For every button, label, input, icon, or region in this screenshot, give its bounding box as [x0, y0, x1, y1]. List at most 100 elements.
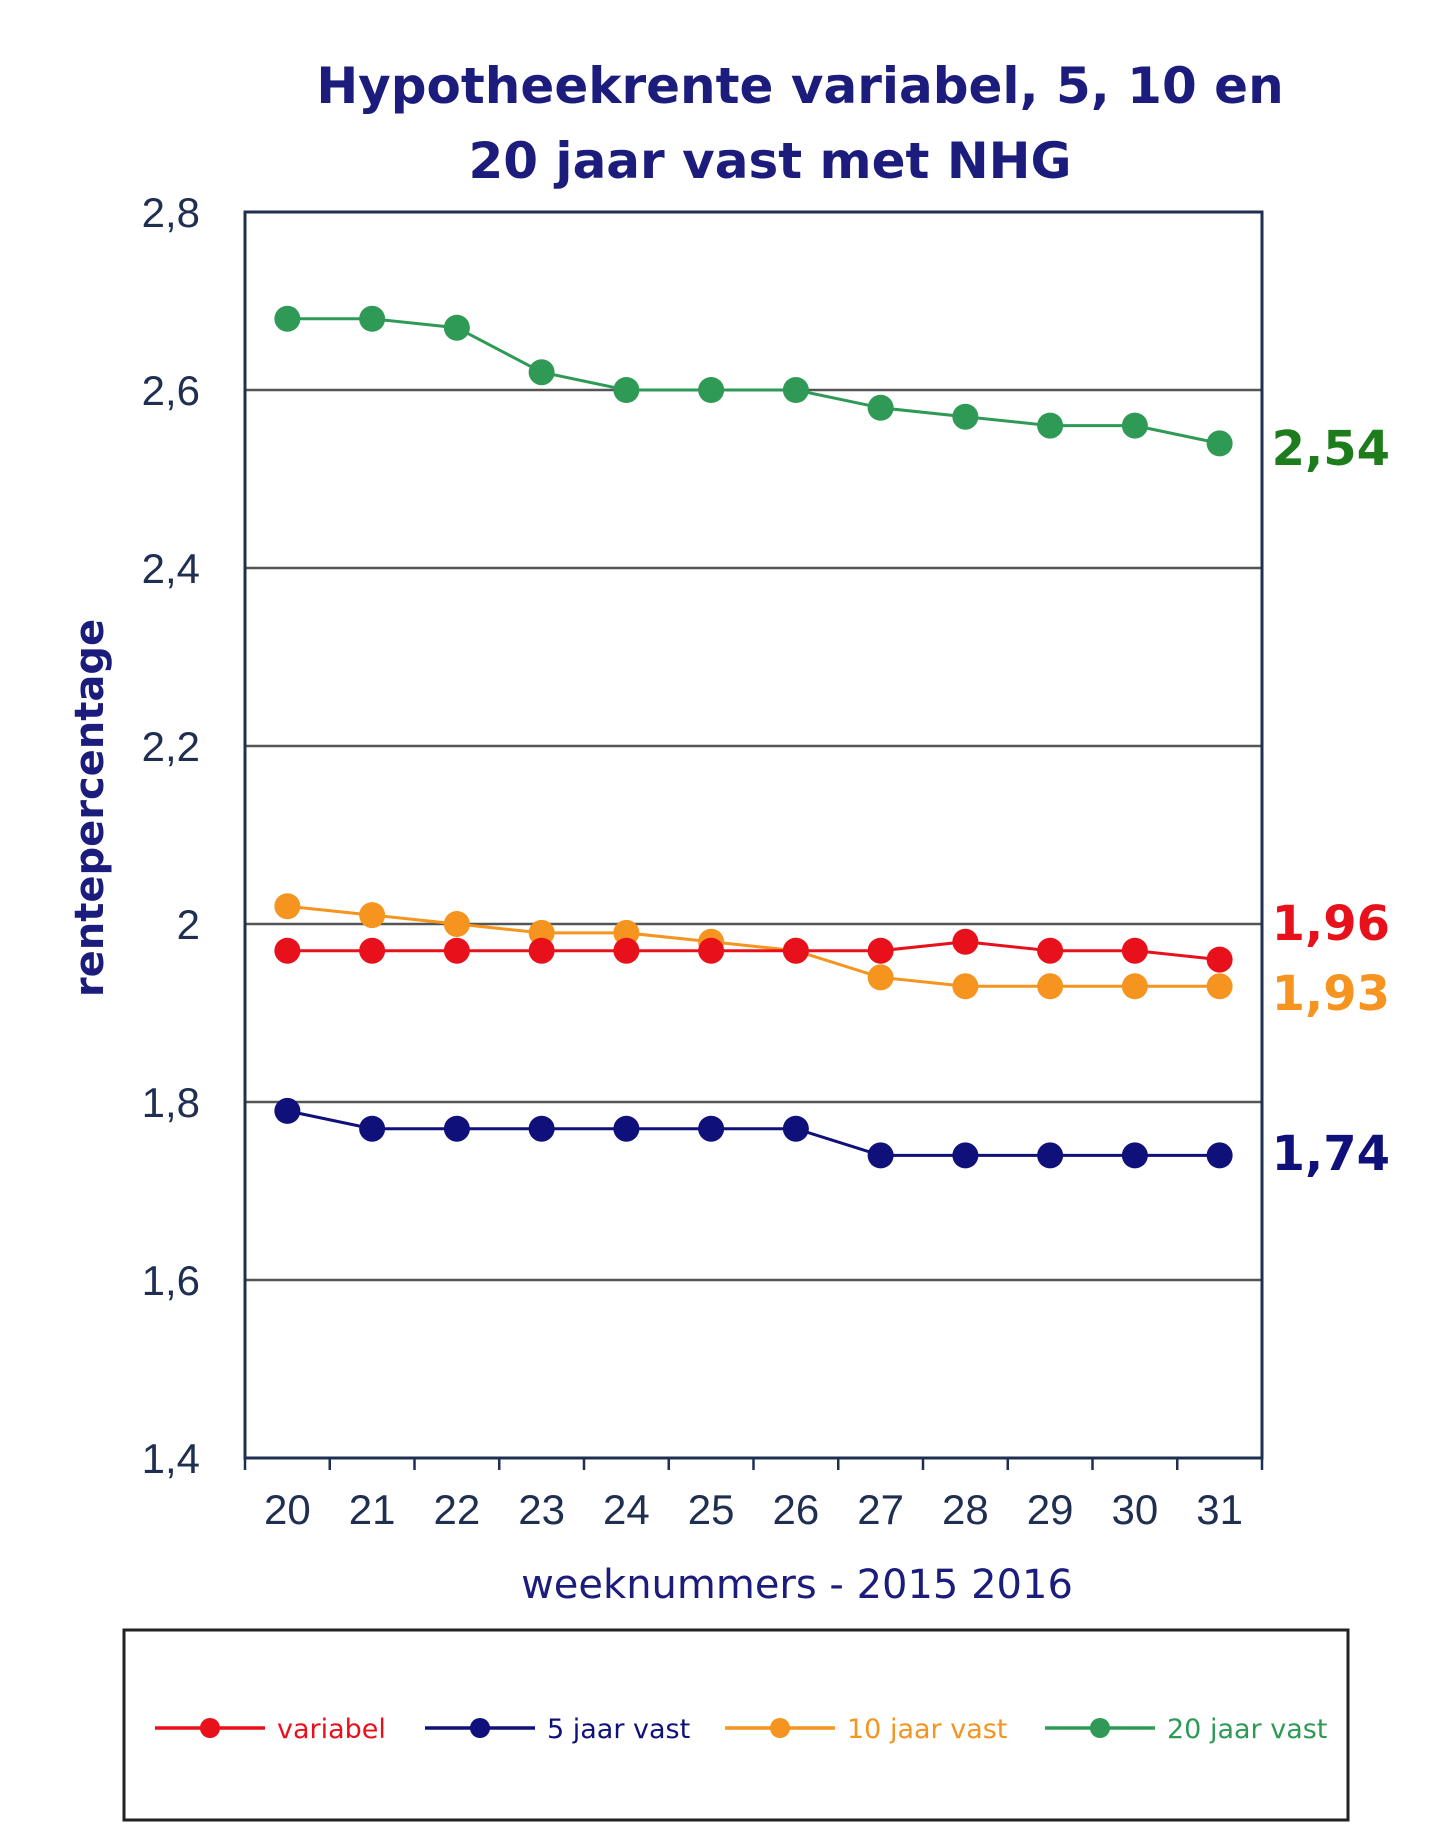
series-line	[287, 940, 1220, 962]
legend-label: 5 jaar vast	[547, 1714, 690, 1745]
series-variabel	[274, 928, 1233, 973]
legend-label: variabel	[277, 1714, 386, 1745]
series-line	[287, 1109, 1220, 1157]
data-point	[1037, 1142, 1064, 1169]
data-point	[1037, 412, 1064, 439]
x-tick-label: 23	[518, 1486, 565, 1533]
end-labels: 1,96 1,74 1,93 2,54	[1272, 421, 1390, 1182]
data-point	[1206, 1142, 1233, 1169]
data-point	[782, 1115, 809, 1142]
x-tick-label: 22	[434, 1486, 481, 1533]
end-label: 1,96	[1272, 896, 1390, 952]
x-tick-label: 24	[603, 1486, 650, 1533]
series-10-jaar-vast	[274, 893, 1233, 1000]
data-point	[613, 937, 640, 964]
data-point	[867, 937, 894, 964]
data-point	[443, 911, 470, 937]
data-point	[274, 937, 301, 964]
x-axis: 20 21 22 23 24 25 26 27 28 29 30 31	[243, 1458, 1264, 1533]
x-tick-label: 28	[942, 1486, 989, 1533]
legend-item: variabel	[155, 1714, 386, 1745]
data-point	[443, 314, 470, 341]
legend-label: 10 jaar vast	[847, 1714, 1007, 1745]
legend-item: 10 jaar vast	[725, 1714, 1007, 1745]
data-point	[528, 359, 555, 386]
x-tick-label: 20	[264, 1486, 311, 1533]
data-point	[274, 305, 301, 332]
data-point	[952, 973, 979, 1000]
data-point	[867, 964, 894, 991]
legend-marker	[1090, 1718, 1110, 1738]
x-tick-label: 25	[688, 1486, 735, 1533]
x-tick-label: 21	[349, 1486, 396, 1533]
y-axis-label: rentepercentage	[67, 619, 113, 997]
y-tick-label: 1,6	[142, 1257, 200, 1304]
x-tick-label: 26	[773, 1486, 820, 1533]
legend-box	[122, 1628, 1350, 1822]
y-tick-label: 2,4	[142, 545, 200, 592]
end-label: 2,54	[1272, 421, 1390, 477]
data-point	[613, 377, 640, 403]
y-tick-label: 2	[177, 901, 200, 948]
legend-marker	[770, 1718, 790, 1738]
y-tick-label: 1,8	[142, 1079, 200, 1126]
data-point	[443, 937, 470, 964]
data-point	[1121, 973, 1148, 1000]
series-layer	[274, 305, 1233, 1169]
chart-title-line1: Hypotheekrente variabel, 5, 10 en	[316, 57, 1283, 115]
data-point	[698, 1115, 725, 1142]
series-5-jaar-vast	[274, 1097, 1233, 1169]
data-point	[359, 1115, 386, 1142]
data-point	[528, 919, 555, 946]
chart-title-line2: 20 jaar vast met NHG	[468, 132, 1071, 190]
x-axis-label: weeknummers - 2015 2016	[521, 1562, 1073, 1608]
legend-label: 20 jaar vast	[1167, 1714, 1327, 1745]
data-point	[782, 377, 809, 403]
series-line	[287, 904, 1220, 988]
data-point	[952, 928, 979, 955]
x-tick-label: 29	[1027, 1486, 1074, 1533]
data-point	[1206, 430, 1233, 457]
data-point	[359, 937, 386, 964]
data-point	[359, 902, 386, 929]
data-point	[1121, 412, 1148, 439]
data-point	[613, 919, 640, 946]
data-point	[867, 394, 894, 421]
y-tick-label: 2,6	[142, 367, 200, 414]
data-point	[1037, 937, 1064, 964]
data-point	[1121, 937, 1148, 964]
data-point	[613, 1115, 640, 1142]
data-point	[698, 937, 725, 964]
data-point	[528, 1115, 555, 1142]
data-point	[698, 377, 725, 403]
end-label: 1,93	[1272, 966, 1390, 1022]
series-line	[287, 317, 1220, 445]
legend-item: 20 jaar vast	[1045, 1714, 1327, 1745]
x-tick-label: 30	[1112, 1486, 1159, 1533]
data-point	[1206, 973, 1233, 1000]
legend: variabel 5 jaar vast 10 jaar vast 20 jaar v…	[155, 1714, 1327, 1745]
data-point	[1121, 1142, 1148, 1169]
series-20-jaar-vast	[274, 305, 1233, 457]
legend-item: 5 jaar vast	[425, 1714, 690, 1745]
data-point	[1206, 946, 1233, 973]
y-tick-label: 1,4	[142, 1435, 200, 1482]
data-point	[359, 305, 386, 332]
data-point	[952, 1142, 979, 1169]
plot-area-frame	[243, 210, 1264, 1460]
data-point	[443, 1115, 470, 1142]
x-tick-label: 31	[1196, 1486, 1243, 1533]
y-tick-label: 2,8	[142, 189, 200, 236]
data-point	[528, 937, 555, 964]
data-point	[867, 1142, 894, 1169]
data-point	[1037, 973, 1064, 1000]
data-point	[782, 937, 809, 964]
y-tick-label: 2,2	[142, 723, 200, 770]
end-label: 1,74	[1272, 1126, 1390, 1182]
gridlines	[245, 388, 1262, 1282]
y-axis-ticks: 1,4 1,6 1,8 2 2,2 2,4 2,6 2,8	[142, 189, 200, 1482]
legend-marker	[200, 1718, 220, 1738]
data-point	[952, 403, 979, 430]
x-tick-label: 27	[857, 1486, 904, 1533]
